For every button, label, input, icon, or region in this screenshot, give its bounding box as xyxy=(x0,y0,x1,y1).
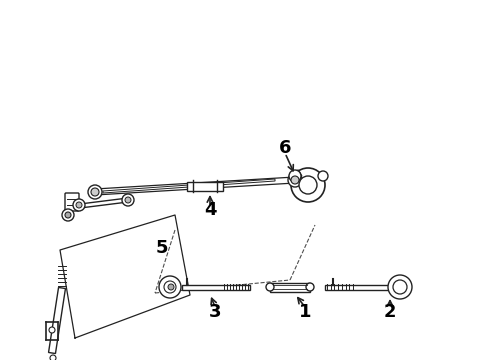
Circle shape xyxy=(49,327,55,333)
FancyBboxPatch shape xyxy=(65,193,79,211)
Text: 4: 4 xyxy=(204,201,216,219)
Text: 1: 1 xyxy=(299,303,311,321)
Polygon shape xyxy=(80,198,128,208)
Circle shape xyxy=(164,281,176,293)
Circle shape xyxy=(306,283,314,291)
Circle shape xyxy=(91,188,99,196)
Circle shape xyxy=(288,173,302,187)
Circle shape xyxy=(289,170,301,182)
Polygon shape xyxy=(182,284,250,289)
Circle shape xyxy=(125,197,131,203)
Text: 2: 2 xyxy=(384,303,396,321)
Circle shape xyxy=(291,168,325,202)
Circle shape xyxy=(393,280,407,294)
Circle shape xyxy=(73,199,85,211)
Text: 3: 3 xyxy=(209,303,221,321)
Circle shape xyxy=(266,283,274,291)
Circle shape xyxy=(291,176,299,184)
Circle shape xyxy=(65,212,71,218)
Polygon shape xyxy=(300,175,320,182)
Polygon shape xyxy=(325,284,390,289)
Circle shape xyxy=(159,276,181,298)
Circle shape xyxy=(88,185,102,199)
Polygon shape xyxy=(49,288,66,354)
Polygon shape xyxy=(270,283,310,292)
Circle shape xyxy=(62,209,74,221)
Polygon shape xyxy=(293,170,302,179)
Circle shape xyxy=(76,202,82,208)
Circle shape xyxy=(168,284,174,290)
Polygon shape xyxy=(187,181,223,190)
Circle shape xyxy=(122,194,134,206)
Circle shape xyxy=(388,275,412,299)
Circle shape xyxy=(50,355,56,360)
Circle shape xyxy=(299,176,317,194)
Polygon shape xyxy=(95,177,295,195)
Polygon shape xyxy=(103,179,275,193)
Text: 5: 5 xyxy=(156,239,168,257)
Text: 6: 6 xyxy=(279,139,291,157)
Circle shape xyxy=(318,171,328,181)
